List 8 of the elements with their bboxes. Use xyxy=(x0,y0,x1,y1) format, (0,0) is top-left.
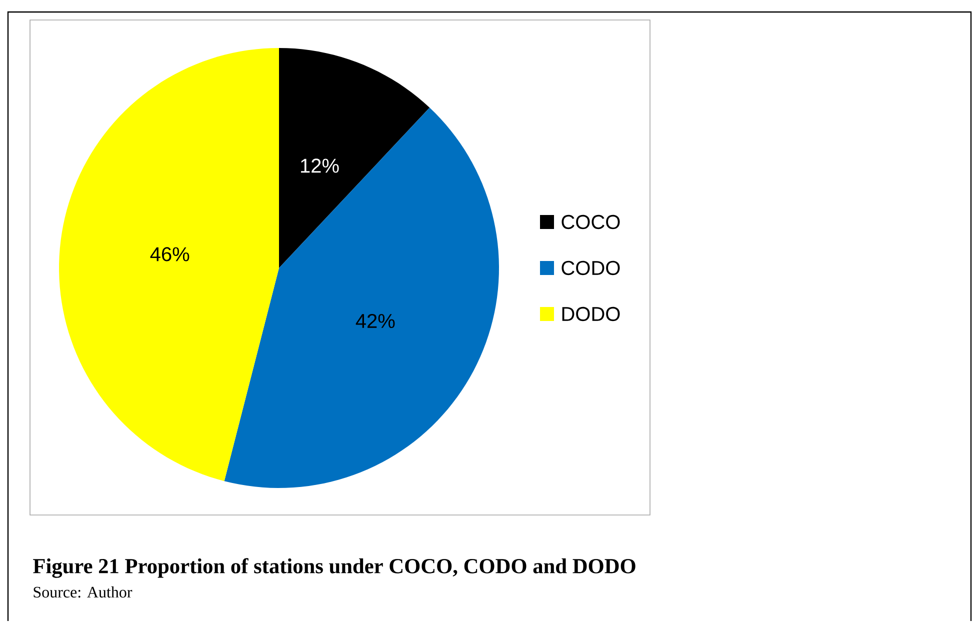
legend-label: COCO xyxy=(562,215,620,230)
source-note: Source: Author xyxy=(34,586,132,598)
text: Figure 21 Proportion of stations under COCO, CODO and DODO xyxy=(33,558,636,578)
data-label: 12% xyxy=(301,158,339,173)
legend-label: DODO xyxy=(562,307,620,322)
legend-label: CODO xyxy=(562,261,620,276)
data-label: 42% xyxy=(356,314,395,328)
data-label: 46% xyxy=(150,247,190,262)
